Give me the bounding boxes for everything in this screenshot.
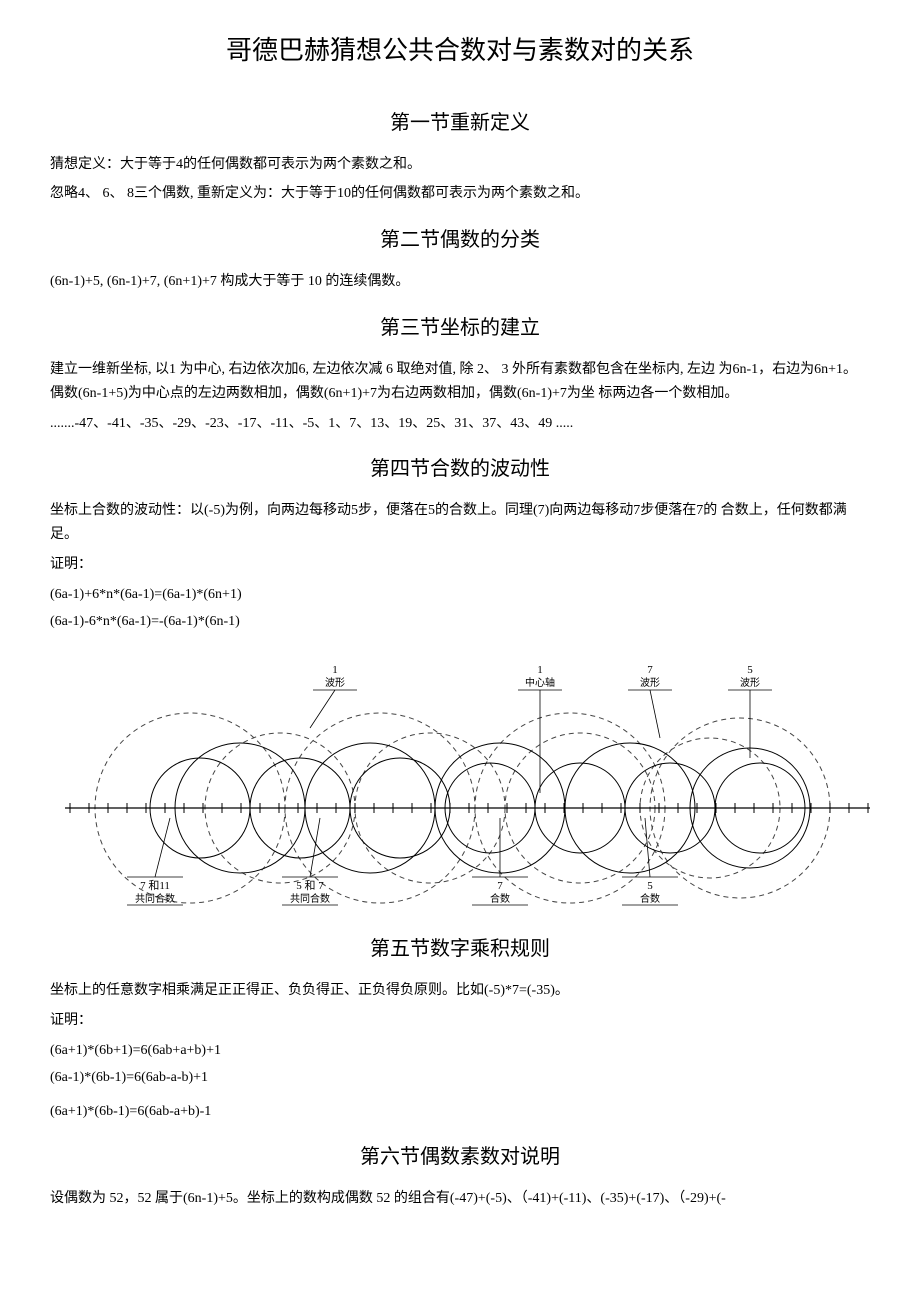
svg-text:1: 1 (332, 664, 338, 676)
section3-heading: 第三节坐标的建立 (50, 312, 870, 344)
section5-heading: 第五节数字乘积规则 (50, 933, 870, 965)
svg-text:5: 5 (747, 664, 753, 676)
section2-heading: 第二节偶数的分类 (50, 224, 870, 256)
section1-heading: 第一节重新定义 (50, 107, 870, 139)
wave-diagram: 1波形1中心轴7波形5波形7 和11共同合数5 和 7共同合数7合数5合数 (50, 653, 870, 913)
svg-text:波形: 波形 (640, 676, 660, 689)
svg-text:中心轴: 中心轴 (525, 676, 555, 689)
svg-text:共同合数: 共同合数 (290, 892, 330, 905)
section5-f1: (6a+1)*(6b+1)=6(6ab+a+b)+1 (50, 1039, 870, 1063)
page-title: 哥德巴赫猜想公共合数对与素数对的关系 (50, 30, 870, 72)
svg-text:波形: 波形 (325, 676, 345, 689)
section2-p1: (6n-1)+5, (6n-1)+7, (6n+1)+7 构成大于等于 10 的… (50, 270, 870, 294)
section3-p2: .......-47、-41、-35、-29、-23、-17、-11、-5、1、… (50, 412, 870, 436)
section5-p2: 证明： (50, 1009, 870, 1033)
section1-p1: 猜想定义：大于等于4的任何偶数都可表示为两个素数之和。 (50, 153, 870, 177)
section5-f2: (6a-1)*(6b-1)=6(6ab-a-b)+1 (50, 1066, 870, 1090)
svg-text:7: 7 (497, 880, 503, 892)
svg-text:5: 5 (647, 880, 653, 892)
section6-p1: 设偶数为 52，52 属于(6n-1)+5。坐标上的数构成偶数 52 的组合有(… (50, 1187, 870, 1211)
section3-p1: 建立一维新坐标, 以1 为中心, 右边依次加6, 左边依次减 6 取绝对值, 除… (50, 358, 870, 406)
svg-text:波形: 波形 (740, 676, 760, 689)
svg-text:共同合数: 共同合数 (135, 892, 175, 905)
section4-p1: 坐标上合数的波动性：以(-5)为例，向两边每移动5步，便落在5的合数上。同理(7… (50, 499, 870, 547)
svg-text:合数: 合数 (490, 892, 510, 905)
svg-text:7: 7 (647, 664, 653, 676)
section4-f2: (6a-1)-6*n*(6a-1)=-(6a-1)*(6n-1) (50, 610, 870, 634)
svg-text:1: 1 (537, 664, 543, 676)
svg-text:7 和11: 7 和11 (140, 879, 170, 892)
section5-p1: 坐标上的任意数字相乘满足正正得正、负负得正、正负得负原则。比如(-5)*7=(-… (50, 979, 870, 1003)
section4-heading: 第四节合数的波动性 (50, 453, 870, 485)
svg-text:5 和 7: 5 和 7 (296, 879, 324, 892)
section4-p2: 证明： (50, 553, 870, 577)
section6-heading: 第六节偶数素数对说明 (50, 1141, 870, 1173)
section5-f3: (6a+1)*(6b-1)=6(6ab-a+b)-1 (50, 1100, 870, 1124)
section4-f1: (6a-1)+6*n*(6a-1)=(6a-1)*(6n+1) (50, 583, 870, 607)
svg-text:合数: 合数 (640, 892, 660, 905)
section1-p2: 忽略4、 6、 8三个偶数, 重新定义为：大于等于10的任何偶数都可表示为两个素… (50, 182, 870, 206)
